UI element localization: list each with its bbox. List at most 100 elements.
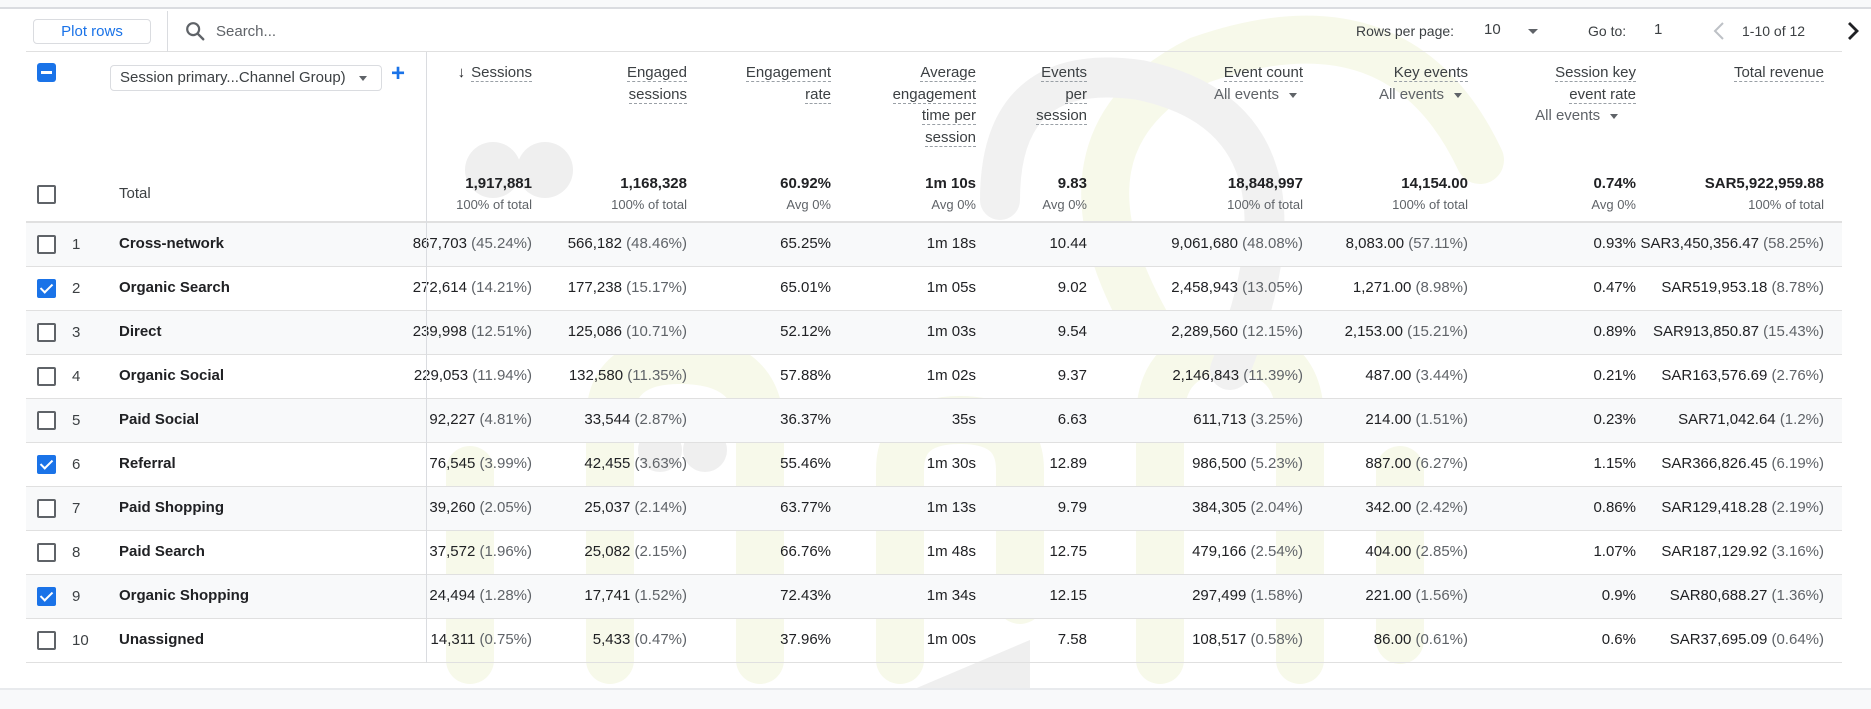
total-value: 9.83 [1057,175,1087,192]
row-dimension-value[interactable]: Cross-network [119,235,225,252]
row-checkbox[interactable] [37,411,56,430]
column-header[interactable]: Event count All events [1214,62,1303,105]
cell-percentage: (1.28%) [479,587,532,604]
column-header-text: per [1065,85,1087,104]
plot-rows-button[interactable]: Plot rows [33,19,151,44]
column-header[interactable]: Session key event rate All events [1535,62,1636,127]
chevron-down-icon[interactable] [1528,29,1538,34]
sort-descending-icon[interactable]: ↓ [457,64,466,81]
table-row: 4 Organic Social 229,053 (11.94%) 132,580 (… [26,355,1842,399]
table-cell: 1.15% [1593,455,1636,472]
column-header[interactable]: Engaged sessions [626,62,687,106]
cell-value: 487.00 [1365,367,1412,384]
dimension-selector[interactable]: Session primary...Channel Group) [110,65,382,91]
rows-per-page-select[interactable]: 10 [1484,21,1501,38]
total-value: 1,168,328 [620,175,687,192]
total-value: 60.92% [780,175,831,192]
column-header-label[interactable]: event rate [1555,84,1636,106]
column-header[interactable]: Key events All events [1379,62,1468,105]
row-dimension-value[interactable]: Paid Search [119,543,205,560]
table-cell: 36.37% [780,411,831,428]
event-filter-dropdown[interactable]: All events [1379,84,1468,106]
row-checkbox[interactable] [37,235,56,254]
column-header-label[interactable]: Session key [1555,62,1636,84]
row-checkbox[interactable] [37,455,56,474]
cell-value: 37.96% [780,631,831,648]
event-filter-dropdown[interactable]: All events [1535,105,1624,127]
column-header-label[interactable]: per [1036,84,1087,106]
column-header-label[interactable]: Engagement [745,62,831,84]
column-header-label[interactable]: session [1036,105,1087,127]
column-header-label[interactable]: Engaged [626,62,687,84]
table-cell: 42,455 (3.63%) [584,455,687,472]
row-dimension-value[interactable]: Organic Search [119,279,230,296]
column-header-label[interactable]: sessions [627,84,687,106]
cell-value: 867,703 [412,235,467,252]
table-cell: SAR163,576.69 (2.76%) [1661,367,1824,384]
row-checkbox[interactable] [37,631,56,650]
table-cell: 1m 13s [927,499,976,516]
cell-value: 1.07% [1593,543,1636,560]
row-checkbox[interactable] [37,323,56,342]
previous-page-icon[interactable] [1710,19,1728,43]
cell-value: 5,433 [592,631,631,648]
add-dimension-icon[interactable]: + [390,60,405,87]
column-header-label[interactable]: engagement [892,84,976,106]
cell-value: 12.15 [1049,587,1087,604]
column-header-label[interactable]: Total revenue [1733,62,1824,84]
row-dimension-value[interactable]: Paid Social [119,411,200,428]
row-checkbox[interactable] [37,367,56,386]
cell-value: 52.12% [780,323,831,340]
table-cell: 214.00 (1.51%) [1365,411,1468,428]
total-subtext: 100% of total [1748,197,1824,212]
column-header[interactable]: Engagement rate [745,62,831,106]
column-header-label[interactable]: Average [893,62,976,84]
row-dimension-value[interactable]: Organic Shopping [119,587,249,604]
cell-value: 1m 02s [926,367,976,384]
row-checkbox[interactable] [37,543,56,562]
total-subtext: 100% of total [611,197,687,212]
column-header-label[interactable]: session [893,127,976,149]
table-cell: 17,741 (1.52%) [584,587,687,604]
table-row: 7 Paid Shopping 39,260 (2.05%) 25,037 (2.14… [26,487,1842,531]
row-dimension-value[interactable]: Paid Shopping [119,499,224,516]
row-index: 10 [72,632,89,649]
total-row-checkbox[interactable] [37,185,56,204]
column-header[interactable]: ↓ Sessions [458,62,532,84]
search-input[interactable] [216,19,616,43]
cell-value: 229,053 [413,367,469,384]
row-index: 8 [72,544,81,561]
select-all-checkbox[interactable] [37,63,56,82]
row-checkbox[interactable] [37,279,56,298]
column-header-label[interactable]: Key events [1379,62,1468,84]
column-header[interactable]: Events per session [1036,62,1087,127]
table-cell: 86.00 (0.61%) [1374,631,1468,648]
column-header[interactable]: Average engagement time per session [892,62,976,149]
table-row: 10 Unassigned 14,311 (0.75%) 5,433 (0.47%) 3… [26,619,1842,663]
cell-percentage: (2.05%) [479,499,532,516]
column-header-label[interactable]: ↓ Sessions [458,62,532,84]
column-header-label[interactable]: Event count [1214,62,1303,84]
cell-value: 0.6% [1601,631,1636,648]
column-header-label[interactable]: Events [1036,62,1087,84]
goto-page-input[interactable]: 1 [1654,21,1663,38]
table-cell: 2,146,843 (11.39%) [1172,367,1303,384]
table-cell: 297,499 (1.58%) [1192,587,1303,604]
event-filter-dropdown[interactable]: All events [1214,84,1303,106]
row-dimension-value[interactable]: Unassigned [119,631,205,648]
column-header-label[interactable]: rate [746,84,831,106]
row-checkbox[interactable] [37,499,56,518]
total-label: Total [119,185,151,202]
cell-percentage: (2.85%) [1415,543,1468,560]
column-header-label[interactable]: time per [893,105,976,127]
table-cell: 2,153.00 (15.21%) [1345,323,1468,340]
row-checkbox[interactable] [37,587,56,606]
row-dimension-value[interactable]: Direct [119,323,162,340]
toolbar-divider [167,11,168,52]
table-row: 3 Direct 239,998 (12.51%) 125,086 (10.71%) 5… [26,311,1842,355]
table-cell: 384,305 (2.04%) [1192,499,1303,516]
next-page-icon[interactable] [1844,19,1862,43]
row-dimension-value[interactable]: Referral [119,455,176,472]
row-dimension-value[interactable]: Organic Social [119,367,225,384]
column-header[interactable]: Total revenue [1733,62,1824,84]
